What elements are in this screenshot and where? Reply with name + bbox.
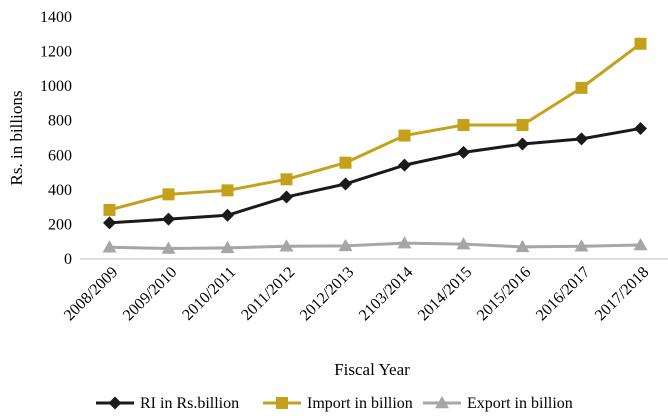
data-point (634, 37, 647, 50)
y-axis-ticks: 0 200 400 600 800 1000 1200 1400 (40, 9, 72, 268)
data-point (220, 240, 235, 254)
x-tick-label: 2014/2015 (415, 264, 475, 324)
legend-marker (276, 397, 288, 409)
series-line (109, 241, 641, 250)
data-point (398, 129, 411, 142)
legend-marker (435, 396, 449, 409)
data-point (634, 121, 647, 135)
data-point (457, 145, 470, 159)
x-tick-label: 2010/2011 (179, 264, 239, 324)
data-point (575, 132, 588, 146)
data-point (398, 158, 411, 172)
legend: RI in Rs.billion Import in billion Export … (96, 395, 573, 412)
data-point (161, 241, 176, 254)
data-point (102, 240, 117, 253)
y-tick-label: 1200 (40, 44, 72, 61)
legend-item-export-in-billion: Export in billion (423, 395, 573, 412)
x-tick-label: 2009/2010 (120, 264, 180, 324)
x-tick-label: 2103/2014 (356, 264, 416, 324)
data-point (456, 237, 471, 250)
data-point (279, 239, 294, 252)
x-axis-ticks: 2008/20092009/20102010/20112011/20122012… (61, 264, 652, 324)
y-tick-label: 400 (48, 182, 72, 199)
y-tick-label: 1000 (40, 78, 72, 95)
legend-item-ri-in-rs-billion: RI in Rs.billion (96, 395, 239, 412)
legend-item-import-in-billion: Import in billion (263, 395, 413, 412)
y-tick-label: 1400 (40, 9, 72, 26)
data-point (338, 238, 353, 252)
x-tick-label: 2016/2017 (533, 264, 593, 324)
series-line (109, 127, 641, 225)
legend-label: Export in billion (467, 395, 573, 412)
data-point (457, 119, 470, 132)
series-line (109, 42, 642, 212)
series-import-in-billion (103, 37, 647, 216)
x-tick-label: 2008/2009 (61, 264, 121, 324)
data-point (280, 190, 293, 204)
x-axis-title: Fiscal Year (334, 360, 410, 379)
data-point (103, 216, 116, 230)
legend-label: RI in Rs.billion (140, 395, 239, 412)
data-point (515, 239, 530, 253)
data-point (280, 173, 293, 186)
data-point (516, 137, 529, 151)
series-layer (102, 37, 648, 254)
data-point (633, 237, 648, 251)
data-point (339, 177, 352, 191)
y-tick-label: 800 (48, 113, 72, 130)
data-point (516, 119, 529, 132)
series-export-in-billion (102, 236, 648, 254)
legend-marker (108, 396, 122, 410)
data-point (574, 239, 589, 252)
data-point (221, 184, 234, 197)
x-tick-label: 2015/2016 (474, 264, 534, 324)
y-tick-label: 0 (64, 251, 72, 268)
x-tick-label: 2011/2012 (238, 264, 298, 324)
data-point (162, 188, 175, 201)
legend-label: Import in billion (307, 395, 413, 412)
y-axis-title: Rs. in billions (7, 91, 26, 186)
data-point (397, 236, 412, 249)
data-point (162, 212, 175, 226)
y-tick-label: 200 (48, 216, 72, 233)
data-point (339, 156, 352, 169)
data-point (103, 203, 116, 216)
data-point (575, 81, 588, 94)
x-tick-label: 2017/2018 (592, 264, 652, 324)
y-tick-label: 600 (48, 147, 72, 164)
series-ri-in-rs-billion (103, 121, 647, 230)
x-tick-label: 2012/2013 (297, 264, 357, 324)
data-point (221, 208, 234, 222)
